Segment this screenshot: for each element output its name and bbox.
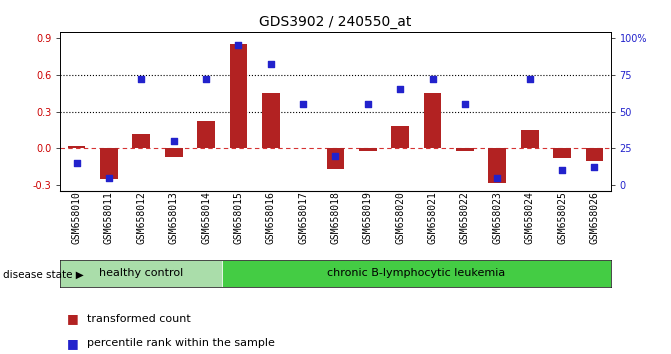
Text: GSM658010: GSM658010 xyxy=(72,191,82,244)
Text: GSM658011: GSM658011 xyxy=(104,191,114,244)
Text: GSM658017: GSM658017 xyxy=(298,191,308,244)
Bar xyxy=(229,44,248,148)
Point xyxy=(589,165,600,170)
Text: GSM658024: GSM658024 xyxy=(525,191,535,244)
Text: healthy control: healthy control xyxy=(99,268,183,279)
Bar xyxy=(423,93,442,148)
Text: GSM658026: GSM658026 xyxy=(589,191,599,244)
Point xyxy=(71,160,82,166)
Bar xyxy=(456,148,474,151)
Text: GSM658016: GSM658016 xyxy=(266,191,276,244)
Point xyxy=(233,42,244,48)
Text: GSM658025: GSM658025 xyxy=(557,191,567,244)
Text: GSM658014: GSM658014 xyxy=(201,191,211,244)
Bar xyxy=(327,148,344,169)
Bar xyxy=(165,148,183,157)
Point xyxy=(395,87,405,92)
Text: GSM658012: GSM658012 xyxy=(136,191,146,244)
Bar xyxy=(488,148,506,183)
Bar xyxy=(391,126,409,148)
Bar xyxy=(68,146,85,148)
Point xyxy=(330,153,341,159)
Text: ■: ■ xyxy=(67,337,79,350)
Text: GSM658023: GSM658023 xyxy=(493,191,503,244)
Point xyxy=(524,76,535,82)
Bar xyxy=(132,133,150,148)
Point xyxy=(492,175,503,181)
Text: GSM658013: GSM658013 xyxy=(168,191,178,244)
Bar xyxy=(222,260,611,287)
Text: GSM658020: GSM658020 xyxy=(395,191,405,244)
Text: disease state ▶: disease state ▶ xyxy=(3,269,84,279)
Text: chronic B-lymphocytic leukemia: chronic B-lymphocytic leukemia xyxy=(327,268,505,279)
Point xyxy=(168,138,179,144)
Bar xyxy=(521,130,539,148)
Bar xyxy=(586,148,603,160)
Text: GSM658021: GSM658021 xyxy=(427,191,437,244)
Point xyxy=(362,101,373,107)
Bar xyxy=(359,148,376,151)
Bar xyxy=(100,148,118,179)
Text: transformed count: transformed count xyxy=(87,314,191,324)
Point xyxy=(298,101,309,107)
Text: GSM658018: GSM658018 xyxy=(331,191,340,244)
Text: ■: ■ xyxy=(67,312,79,325)
Point xyxy=(557,167,568,173)
Bar xyxy=(553,148,571,158)
Text: GSM658019: GSM658019 xyxy=(363,191,373,244)
Bar xyxy=(262,93,280,148)
Title: GDS3902 / 240550_at: GDS3902 / 240550_at xyxy=(259,16,412,29)
Bar xyxy=(197,121,215,148)
Point xyxy=(103,175,114,181)
Text: GSM658022: GSM658022 xyxy=(460,191,470,244)
Text: GSM658015: GSM658015 xyxy=(234,191,244,244)
Bar xyxy=(60,260,222,287)
Point xyxy=(460,101,470,107)
Point xyxy=(201,76,211,82)
Text: percentile rank within the sample: percentile rank within the sample xyxy=(87,338,275,348)
Point xyxy=(427,76,438,82)
Point xyxy=(266,62,276,67)
Point xyxy=(136,76,147,82)
